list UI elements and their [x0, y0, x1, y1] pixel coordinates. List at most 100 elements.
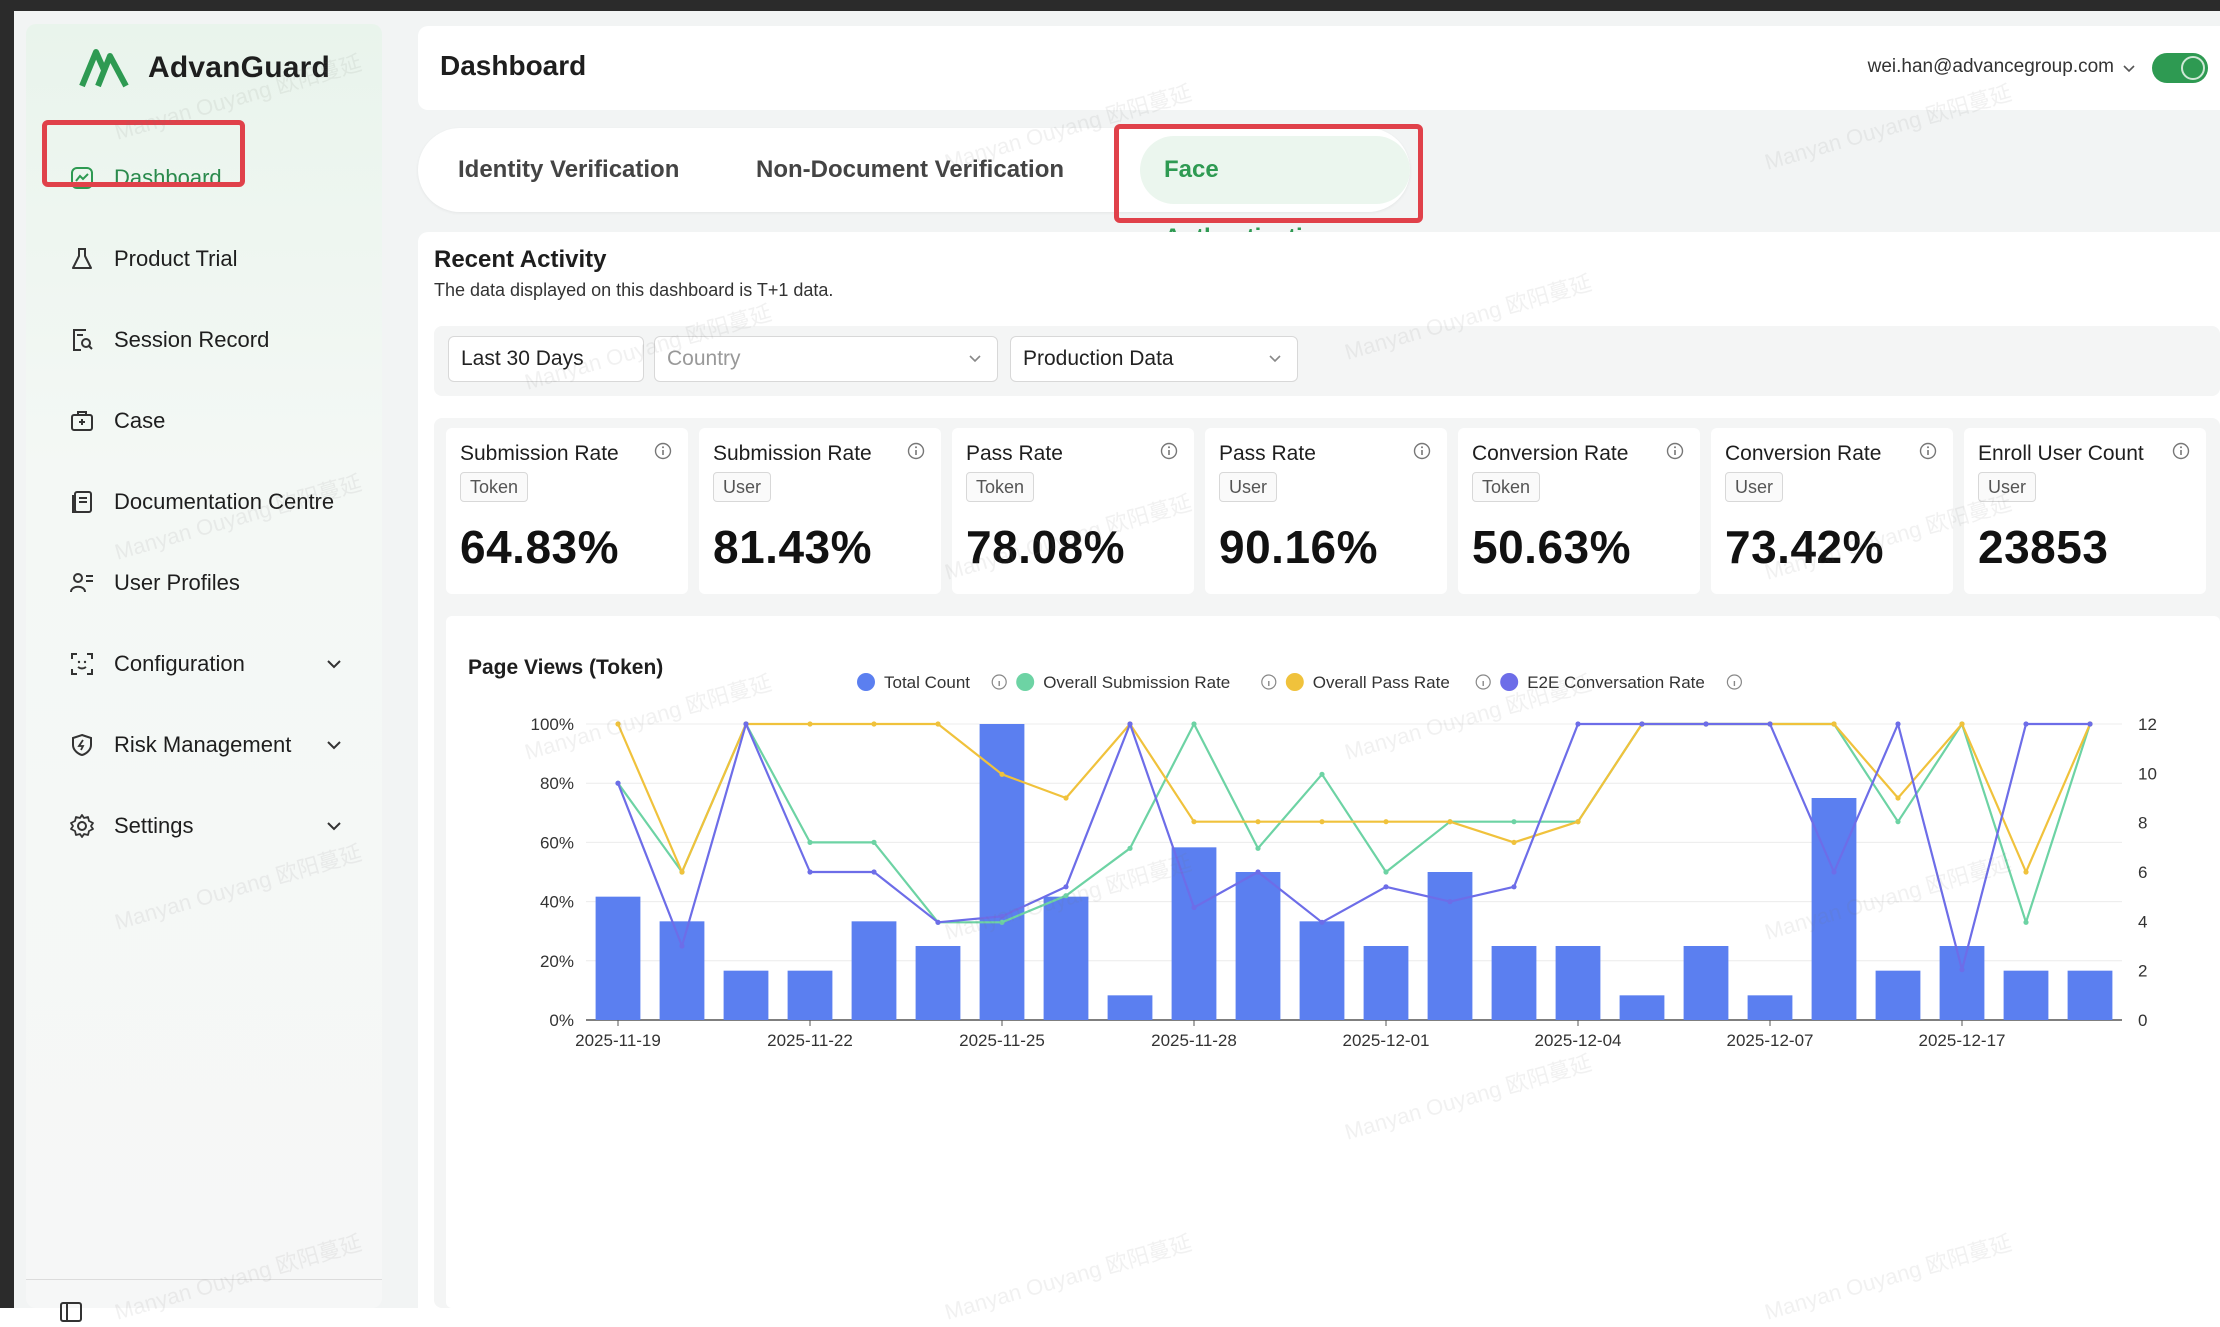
collapse-sidebar-icon[interactable] [58, 1299, 84, 1325]
document-search-icon [68, 326, 96, 354]
left-axis-tick-label: 40% [540, 893, 574, 912]
metric-value: 64.83% [460, 521, 620, 573]
sidebar-item-configuration[interactable]: Configuration [56, 634, 362, 694]
sidebar-item-label: Product Trial [114, 246, 238, 271]
chart-bar [1491, 946, 1537, 1020]
chart-point [615, 780, 621, 786]
chart-point [1511, 839, 1517, 845]
highlight-dashboard [42, 120, 245, 187]
scan-face-icon [68, 650, 96, 678]
metric-tag: User [1725, 472, 1784, 502]
sidebar-item-case[interactable]: Case [56, 391, 362, 451]
main-panel: Recent Activity The data displayed on th… [418, 232, 2220, 1308]
info-icon[interactable] [907, 442, 925, 460]
shield-icon [68, 731, 96, 759]
info-icon[interactable] [654, 442, 672, 460]
theme-toggle[interactable] [2152, 53, 2208, 83]
chart-point [1511, 884, 1517, 890]
briefcase-icon [68, 407, 96, 435]
logo: AdvanGuard [78, 48, 330, 88]
chart-point [1255, 869, 1261, 875]
sidebar-item-label: Settings [114, 813, 194, 838]
chart-point [871, 721, 877, 727]
left-axis-tick-label: 60% [540, 833, 574, 852]
chart-point [807, 869, 813, 875]
x-axis-tick-label: 2025-12-01 [1343, 1031, 1430, 1050]
chart-bar [2067, 970, 2113, 1020]
chart-bar [851, 921, 897, 1020]
chart-point [1511, 819, 1517, 825]
x-axis-tick-label: 2025-12-17 [1919, 1031, 2006, 1050]
chart-bar [1043, 896, 1089, 1020]
chart-point [1255, 845, 1261, 851]
chart-point [1831, 721, 1837, 727]
sidebar-item-session-record[interactable]: Session Record [56, 310, 362, 370]
date-range-select[interactable]: Last 30 Days [448, 336, 644, 382]
chart-bar [1619, 995, 1665, 1020]
chart-point [1447, 899, 1453, 905]
tab-non-document-verification[interactable]: Non-Document Verification [756, 156, 1065, 183]
info-icon[interactable] [1666, 442, 1684, 460]
sidebar-item-user-profiles[interactable]: User Profiles [56, 553, 362, 613]
chart-bar [595, 896, 641, 1020]
sidebar-item-settings[interactable]: Settings [56, 796, 362, 856]
metric-card: Pass Rate Token 78.08% [952, 428, 1194, 594]
left-axis-tick-label: 0% [549, 1011, 574, 1030]
legend-label: Overall Pass Rate [1313, 673, 1450, 692]
window-top-bar [0, 0, 2220, 11]
user-email[interactable]: wei.han@advancegroup.com [1867, 56, 2114, 77]
country-select[interactable]: Country [654, 336, 998, 382]
info-icon[interactable] [1413, 442, 1431, 460]
legend-info-icon [1475, 674, 1491, 690]
chart-point [1895, 721, 1901, 727]
metric-value: 23853 [1978, 521, 2109, 573]
right-axis-tick-label: 8 [2138, 814, 2147, 833]
data-source-select[interactable]: Production Data [1010, 336, 1298, 382]
chevron-down-icon[interactable] [2120, 60, 2138, 78]
metric-title: Enroll User Count [1978, 442, 2144, 465]
sidebar-item-risk-management[interactable]: Risk Management [56, 715, 362, 775]
info-icon[interactable] [1160, 442, 1178, 460]
legend-marker [1500, 673, 1519, 691]
metrics-area: Submission Rate Token 64.83% Submission … [434, 418, 2220, 1308]
chart-point [1383, 819, 1389, 825]
chevron-down-icon[interactable] [324, 735, 344, 755]
toggle-knob [2181, 56, 2205, 80]
window-left-edge [0, 0, 14, 1308]
country-placeholder: Country [667, 347, 741, 370]
x-axis-tick-label: 2025-11-22 [767, 1031, 853, 1050]
recent-activity-title: Recent Activity [434, 246, 607, 273]
chart-point [1383, 869, 1389, 875]
metric-value: 78.08% [966, 521, 1126, 573]
chart-point [807, 721, 813, 727]
metric-tag: User [1978, 472, 2037, 502]
recent-activity-subtitle: The data displayed on this dashboard is … [434, 280, 834, 300]
chart-point [1191, 819, 1197, 825]
chart-point [1127, 845, 1133, 851]
chart-bar [2003, 970, 2049, 1020]
info-icon[interactable] [1919, 442, 1937, 460]
chevron-down-icon [969, 355, 981, 363]
chart-bar [723, 970, 769, 1020]
chart-point [615, 721, 621, 727]
x-axis-tick-label: 2025-11-19 [575, 1031, 661, 1050]
metric-card: Pass Rate User 90.16% [1205, 428, 1447, 594]
chart-point [1319, 919, 1325, 925]
metric-title: Pass Rate [1219, 442, 1316, 465]
chart-point [1895, 795, 1901, 801]
sidebar-divider [26, 1279, 382, 1280]
info-icon[interactable] [2172, 442, 2190, 460]
data-source-value: Production Data [1023, 347, 1174, 370]
gear-icon [68, 812, 96, 840]
metric-card: Submission Rate User 81.43% [699, 428, 941, 594]
chevron-down-icon[interactable] [324, 816, 344, 836]
metric-value: 90.16% [1219, 521, 1379, 573]
sidebar-item-documentation-centre[interactable]: Documentation Centre [56, 472, 362, 532]
sidebar-item-product-trial[interactable]: Product Trial [56, 229, 362, 289]
chart-line-icon [68, 164, 96, 192]
metric-title: Pass Rate [966, 442, 1063, 465]
chevron-down-icon[interactable] [324, 654, 344, 674]
tab-identity-verification[interactable]: Identity Verification [458, 156, 680, 183]
metric-title: Submission Rate [713, 442, 872, 465]
chart-point [1063, 893, 1069, 899]
